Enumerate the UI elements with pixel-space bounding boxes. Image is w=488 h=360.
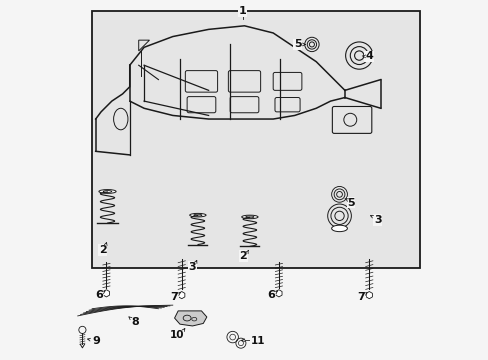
FancyBboxPatch shape <box>228 71 260 92</box>
Text: 9: 9 <box>93 336 101 346</box>
FancyBboxPatch shape <box>274 98 300 112</box>
Text: 4: 4 <box>364 51 372 61</box>
Text: 8: 8 <box>131 318 139 327</box>
Polygon shape <box>174 311 206 326</box>
Polygon shape <box>178 292 184 299</box>
Ellipse shape <box>193 214 202 216</box>
Polygon shape <box>275 290 282 297</box>
Text: 11: 11 <box>250 336 265 346</box>
Ellipse shape <box>183 315 191 321</box>
Text: 5: 5 <box>346 198 354 208</box>
Text: 3: 3 <box>373 215 381 225</box>
Polygon shape <box>103 290 109 297</box>
Text: 6: 6 <box>267 291 275 301</box>
FancyBboxPatch shape <box>187 96 215 113</box>
Text: 2: 2 <box>239 251 247 261</box>
FancyBboxPatch shape <box>185 71 217 92</box>
FancyBboxPatch shape <box>332 107 371 134</box>
Ellipse shape <box>99 190 116 193</box>
Text: 3: 3 <box>188 262 196 272</box>
Ellipse shape <box>189 213 205 217</box>
Ellipse shape <box>241 215 258 219</box>
Text: 2: 2 <box>99 245 106 255</box>
Text: 6: 6 <box>95 291 103 301</box>
Text: 1: 1 <box>238 6 246 17</box>
Text: 5: 5 <box>293 40 301 49</box>
Ellipse shape <box>191 318 196 321</box>
Ellipse shape <box>103 190 112 193</box>
FancyBboxPatch shape <box>92 12 419 268</box>
Text: 7: 7 <box>170 292 178 302</box>
Text: 10: 10 <box>170 330 184 340</box>
Ellipse shape <box>331 225 346 231</box>
FancyBboxPatch shape <box>273 72 301 90</box>
Text: 7: 7 <box>356 292 364 302</box>
Polygon shape <box>366 292 372 299</box>
Ellipse shape <box>245 216 253 218</box>
FancyBboxPatch shape <box>230 96 258 113</box>
